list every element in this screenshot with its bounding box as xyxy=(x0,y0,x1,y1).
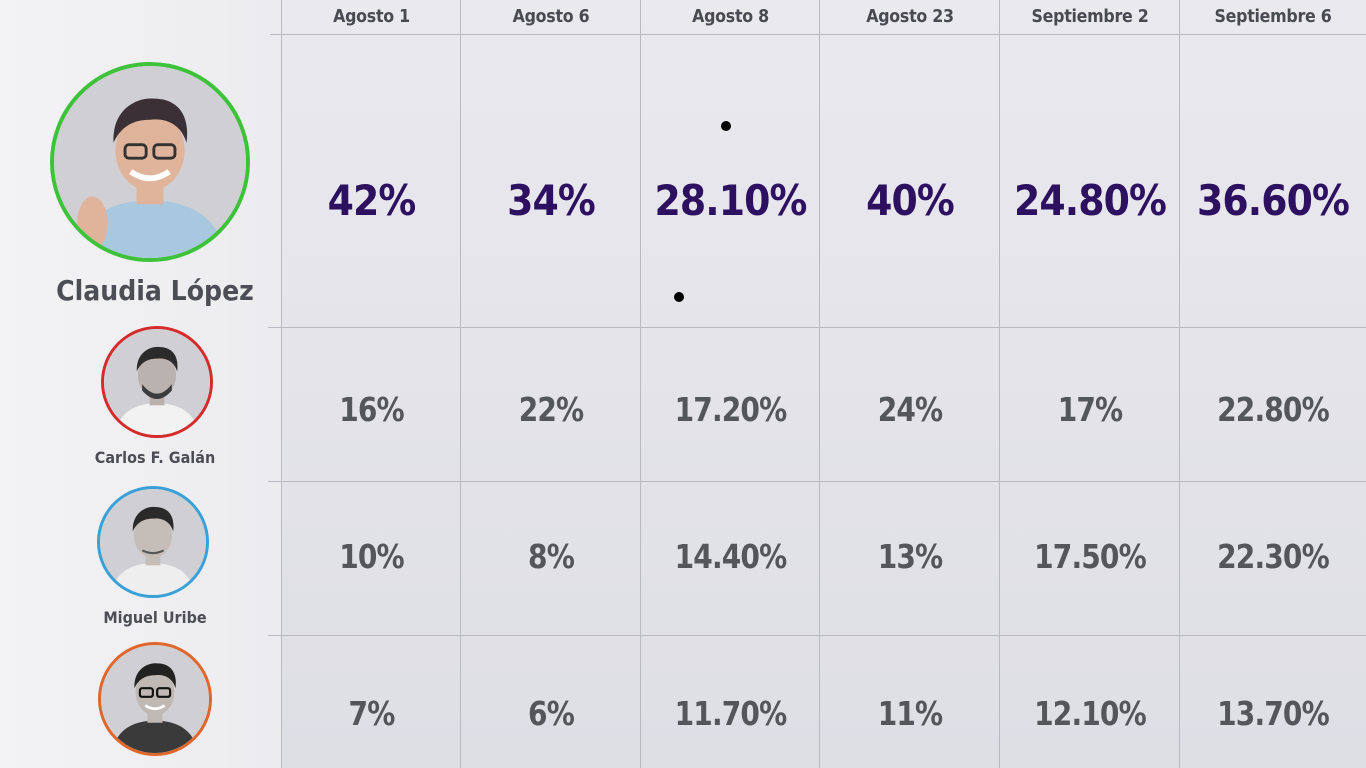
poll-value-cell: 14.40% xyxy=(674,536,788,576)
poll-value-cell: 7% xyxy=(348,693,396,733)
avatar-claudia-lopez xyxy=(50,62,250,262)
poll-value-cell: 6% xyxy=(528,693,575,733)
column-header: Septiembre 2 xyxy=(1031,6,1149,27)
poll-value-cell: 22.30% xyxy=(1217,536,1330,576)
grid-column-line xyxy=(640,0,641,768)
grid-row-line xyxy=(270,34,1366,35)
grid-row-line xyxy=(268,327,1366,328)
grid-column-line xyxy=(999,0,1000,768)
candidate-name: Claudia López xyxy=(56,274,254,307)
grid-column-line xyxy=(460,0,461,768)
avatar-fourth-candidate xyxy=(98,642,212,756)
poll-value-cell: 34% xyxy=(507,175,596,225)
candidate-name: Miguel Uribe xyxy=(103,608,207,627)
avatar-carlos-galan xyxy=(101,326,213,438)
poll-value-cell: 8% xyxy=(528,536,575,576)
poll-value-cell: 17.20% xyxy=(674,389,788,429)
candidate-name: Carlos F. Galán xyxy=(94,448,216,467)
grid-row-line xyxy=(268,481,1366,482)
poll-value-cell: 22% xyxy=(518,389,584,429)
poll-value-cell: 17% xyxy=(1057,389,1123,429)
poll-value-cell: 11% xyxy=(877,693,943,733)
poll-value-cell: 40% xyxy=(866,175,955,225)
grid-column-line xyxy=(281,0,282,768)
poll-value-cell: 28.10% xyxy=(654,175,807,225)
column-header: Agosto 23 xyxy=(866,6,954,27)
poll-value-cell: 42% xyxy=(327,175,417,225)
grid-column-line xyxy=(1179,0,1180,768)
poll-value-cell: 36.60% xyxy=(1196,175,1350,225)
poll-value-cell: 11.70% xyxy=(674,693,788,733)
column-header: Agosto 1 xyxy=(333,6,410,27)
marker-dot xyxy=(721,121,731,131)
avatar-miguel-uribe xyxy=(97,486,209,598)
poll-value-cell: 17.50% xyxy=(1034,536,1147,576)
poll-value-cell: 12.10% xyxy=(1034,693,1147,733)
grid-column-line xyxy=(819,0,820,768)
grid-row-line xyxy=(268,635,1366,636)
column-header: Agosto 8 xyxy=(692,6,769,27)
marker-dot xyxy=(674,292,684,302)
poll-value-cell: 22.80% xyxy=(1217,389,1330,429)
column-header: Agosto 6 xyxy=(512,6,590,27)
poll-value-cell: 16% xyxy=(339,389,404,429)
poll-value-cell: 13.70% xyxy=(1217,693,1330,733)
poll-grid xyxy=(282,0,1366,768)
poll-value-cell: 24.80% xyxy=(1013,175,1167,225)
poll-value-cell: 10% xyxy=(339,536,404,576)
poll-value-cell: 13% xyxy=(877,536,943,576)
column-header: Septiembre 6 xyxy=(1214,6,1332,27)
poll-value-cell: 24% xyxy=(877,389,943,429)
